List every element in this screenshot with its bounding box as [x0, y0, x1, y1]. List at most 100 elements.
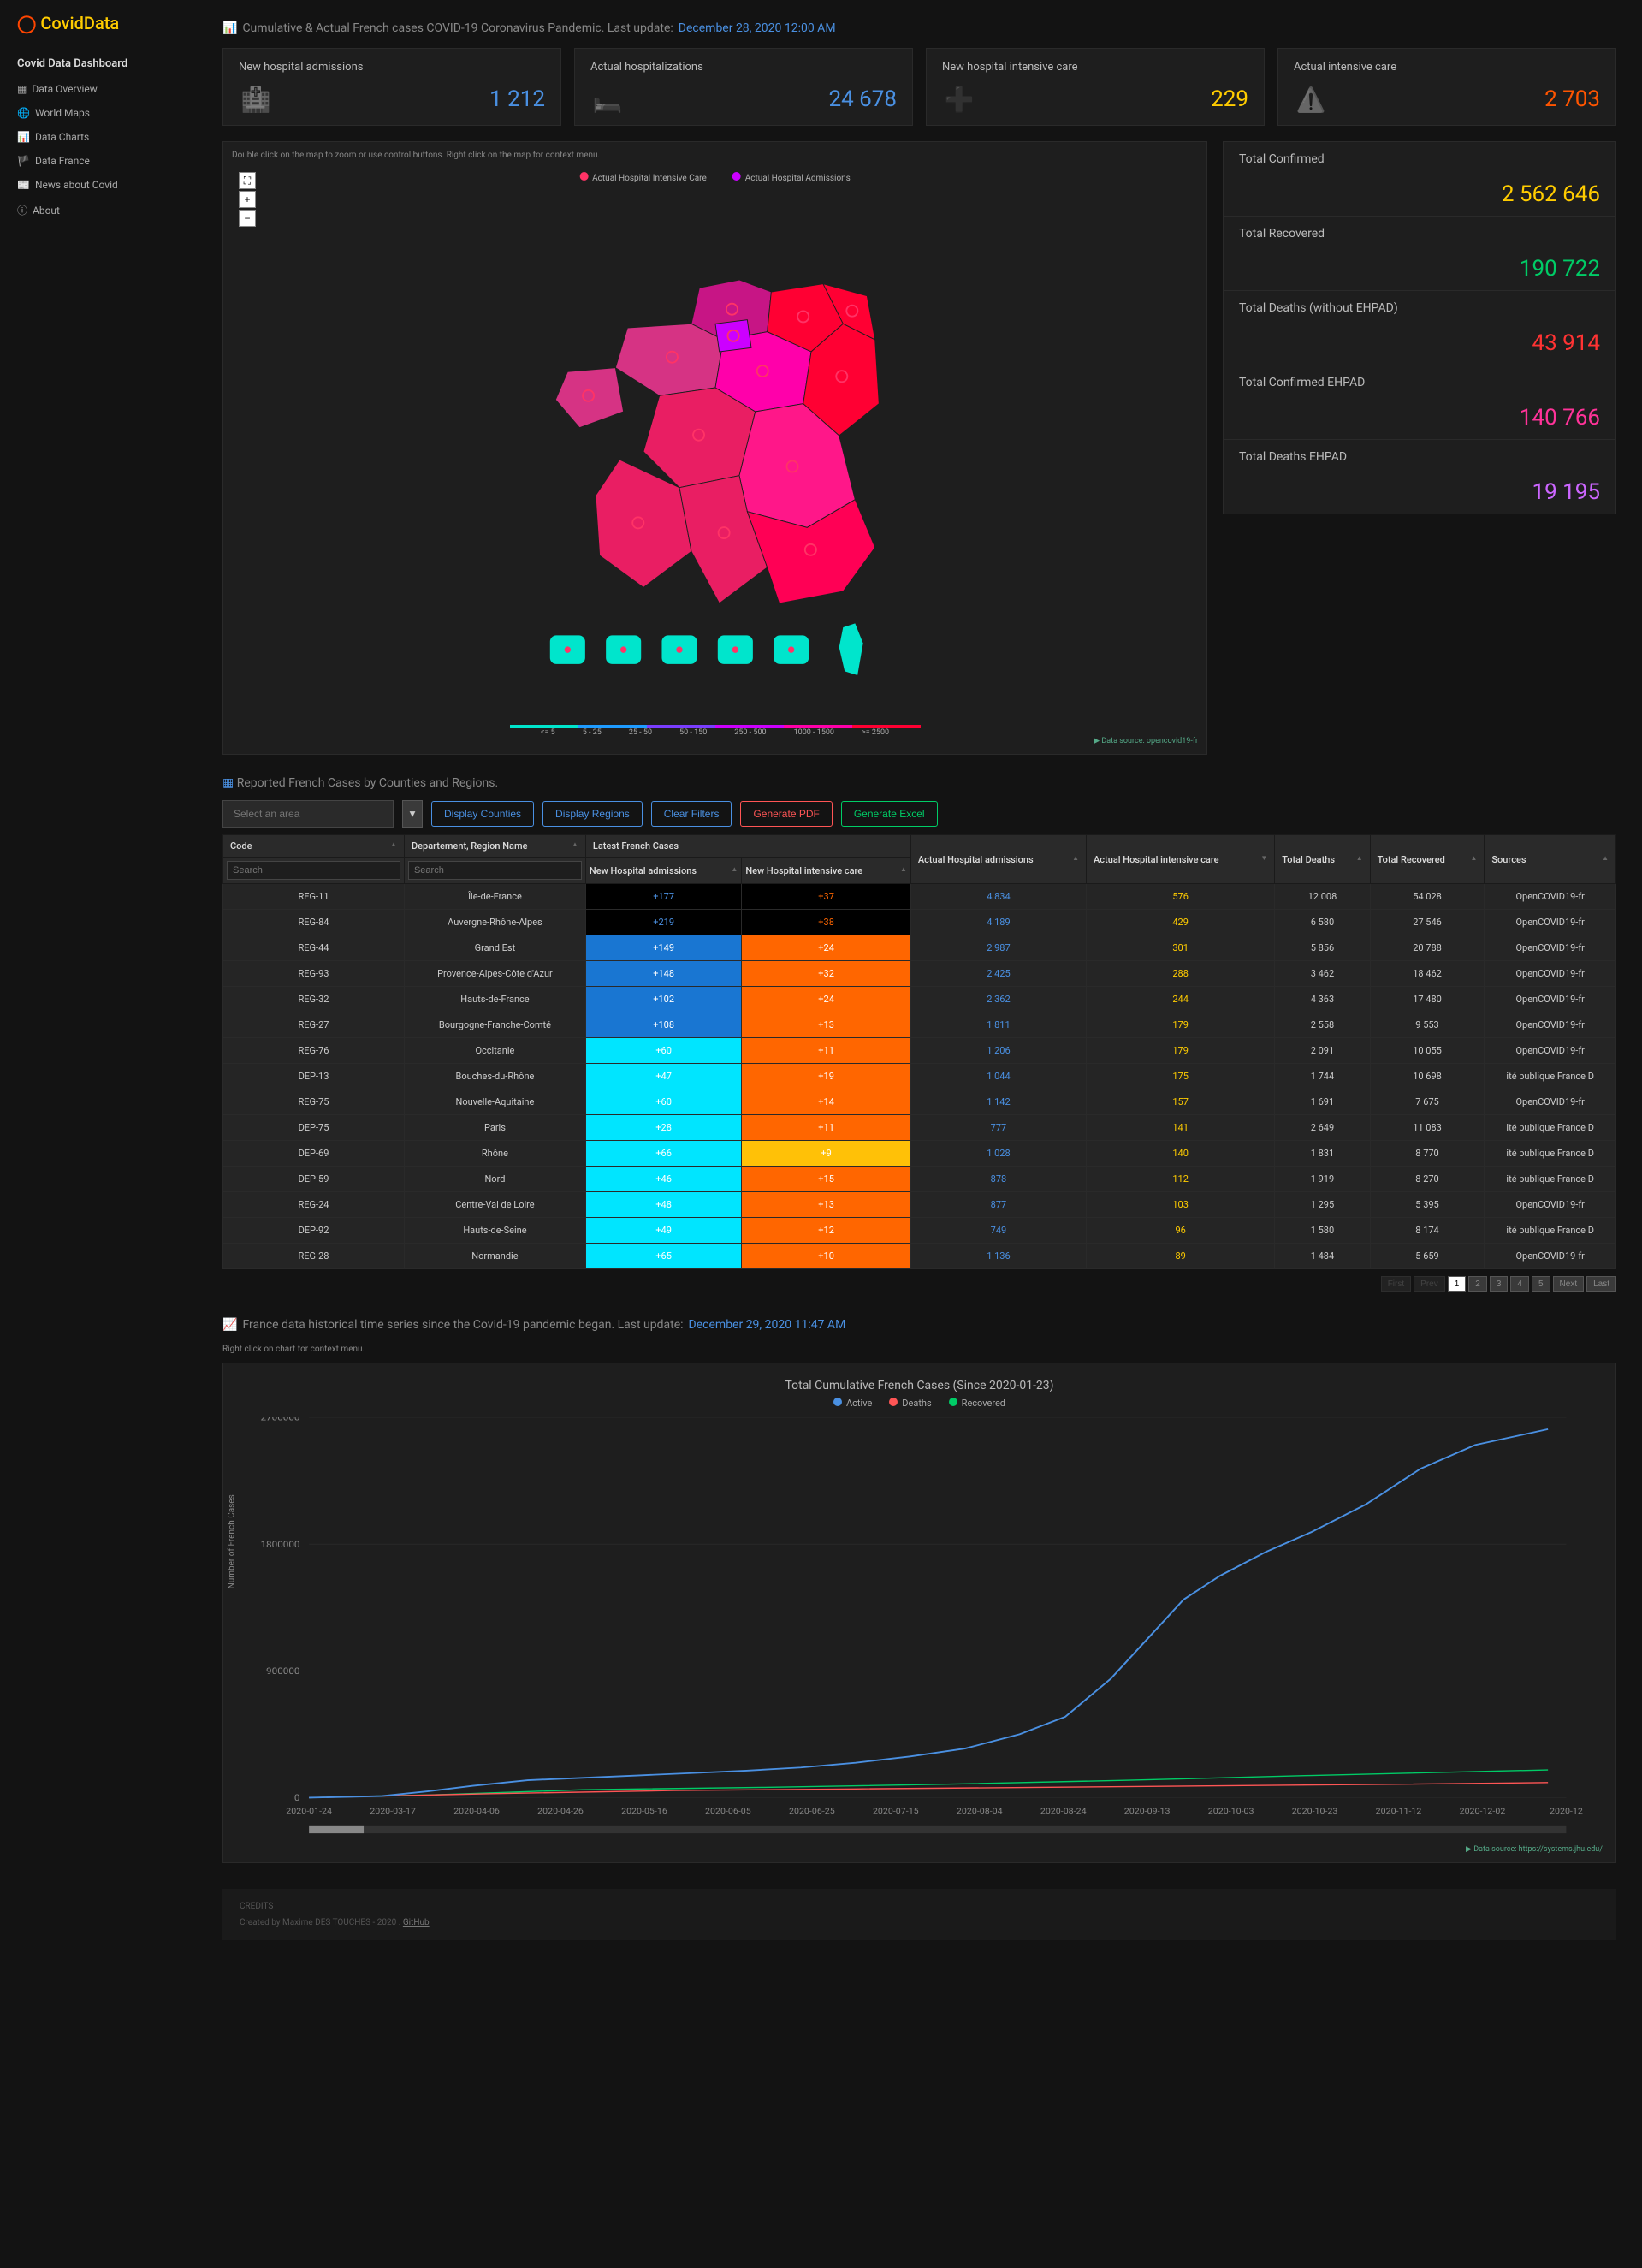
- stat-card: Actual intensive care ⚠️ 2 703: [1277, 48, 1616, 126]
- stat-card: Actual hospitalizations 🛏️ 24 678: [574, 48, 913, 126]
- code-search-input[interactable]: [227, 861, 400, 880]
- map-panel: Double click on the map to zoom or use c…: [222, 141, 1207, 755]
- chart-data-source: ▶ Data source: https://systems.jhu.edu/: [236, 1845, 1603, 1854]
- area-dropdown-button[interactable]: ▾: [402, 800, 423, 828]
- page-next[interactable]: Next: [1553, 1276, 1585, 1292]
- page-5[interactable]: 5: [1532, 1276, 1550, 1292]
- sidebar-item-data-overview[interactable]: ▦ Data Overview: [0, 77, 197, 101]
- timeseries-chart[interactable]: Total Cumulative French Cases (Since 202…: [222, 1363, 1616, 1863]
- app-logo: ◯ CovidData: [0, 13, 197, 49]
- svg-text:2020-10-23: 2020-10-23: [1292, 1808, 1338, 1816]
- svg-text:0: 0: [294, 1793, 300, 1803]
- color-scale-labels: <= 55 - 2525 - 5050 - 150250 - 5001000 -…: [232, 728, 1198, 737]
- chart-icon: 📈: [222, 1318, 237, 1332]
- svg-text:2020-01-24: 2020-01-24: [286, 1808, 332, 1816]
- table-row[interactable]: REG-27 Bourgogne-Franche-Comté +108 +13 …: [223, 1012, 1616, 1038]
- news-icon: 📰: [17, 179, 30, 191]
- page-prev[interactable]: Prev: [1414, 1276, 1445, 1292]
- page-last[interactable]: Last: [1586, 1276, 1616, 1292]
- grid-icon: ▦: [17, 83, 27, 95]
- page-first[interactable]: First: [1381, 1276, 1411, 1292]
- total-box: Total Confirmed 2 562 646: [1223, 141, 1616, 216]
- table-row[interactable]: REG-76 Occitanie +60 +11 1 206 179 2 091…: [223, 1038, 1616, 1064]
- svg-text:2020-04-26: 2020-04-26: [537, 1808, 584, 1816]
- map-controls: ⛶ + −: [239, 172, 256, 229]
- map-data-source: ▶ Data source: opencovid19-fr: [232, 737, 1198, 745]
- display-regions-button[interactable]: Display Regions: [542, 801, 643, 827]
- chart-hint: Right click on chart for context menu.: [222, 1345, 1616, 1354]
- svg-text:2020-08-24: 2020-08-24: [1040, 1808, 1087, 1816]
- table-row[interactable]: DEP-13 Bouches-du-Rhône +47 +19 1 044 17…: [223, 1064, 1616, 1089]
- page-1[interactable]: 1: [1448, 1276, 1467, 1292]
- stat-card: New hospital intensive care ➕ 229: [926, 48, 1265, 126]
- chart-icon: 📊: [222, 21, 237, 35]
- sidebar: ◯ CovidData Covid Data Dashboard ▦ Data …: [0, 0, 197, 1962]
- hospital-icon: 🏥: [239, 82, 273, 116]
- y-axis-label: Number of French Cases: [228, 1494, 237, 1588]
- chart-legend: ActiveDeathsRecovered: [236, 1398, 1603, 1409]
- table-row[interactable]: REG-93 Provence-Alpes-Côte d'Azur +148 +…: [223, 961, 1616, 987]
- sidebar-item-data-france[interactable]: 🏴 Data France: [0, 149, 197, 173]
- plus-icon: ➕: [942, 82, 976, 116]
- svg-text:900000: 900000: [266, 1666, 299, 1677]
- map-home-button[interactable]: ⛶: [239, 172, 256, 189]
- table-row[interactable]: REG-75 Nouvelle-Aquitaine +60 +14 1 142 …: [223, 1089, 1616, 1115]
- table-section-title: ▦ Reported French Cases by Counties and …: [222, 776, 1616, 790]
- total-box: Total Deaths EHPAD 19 195: [1223, 439, 1616, 514]
- display-counties-button[interactable]: Display Counties: [431, 801, 534, 827]
- svg-text:2020-06-05: 2020-06-05: [705, 1808, 751, 1816]
- table-controls: ▾ Display Counties Display Regions Clear F…: [222, 800, 1616, 828]
- github-link[interactable]: GitHub: [403, 1918, 430, 1927]
- table-row[interactable]: DEP-75 Paris +28 +11 777 141 2 649 11 08…: [223, 1115, 1616, 1141]
- sidebar-item-news-about-covid[interactable]: 📰 News about Covid: [0, 173, 197, 197]
- globe-icon: 🌐: [17, 107, 30, 119]
- table-row[interactable]: REG-44 Grand Est +149 +24 2 987 301 5 85…: [223, 935, 1616, 961]
- map-zoom-out-button[interactable]: −: [239, 210, 256, 227]
- total-box: Total Confirmed EHPAD 140 766: [1223, 365, 1616, 439]
- map-zoom-in-button[interactable]: +: [239, 191, 256, 208]
- table-row[interactable]: DEP-69 Rhône +66 +9 1 028 140 1 831 8 77…: [223, 1141, 1616, 1167]
- sidebar-section-title: Covid Data Dashboard: [0, 49, 197, 77]
- svg-text:1800000: 1800000: [260, 1540, 299, 1550]
- svg-text:2020-06-25: 2020-06-25: [789, 1808, 835, 1816]
- svg-text:2020-03-17: 2020-03-17: [370, 1808, 416, 1816]
- table-row[interactable]: REG-84 Auvergne-Rhône-Alpes +219 +38 4 1…: [223, 910, 1616, 935]
- svg-text:2020-09-13: 2020-09-13: [1124, 1808, 1171, 1816]
- svg-text:2020-12-02: 2020-12-02: [1460, 1808, 1506, 1816]
- name-search-input[interactable]: [408, 861, 582, 880]
- main-content: 📊 Cumulative & Actual French cases COVID…: [197, 0, 1642, 1962]
- stat-cards: New hospital admissions 🏥 1 212 Actual h…: [222, 48, 1616, 126]
- page-2[interactable]: 2: [1468, 1276, 1487, 1292]
- svg-text:2020-07-15: 2020-07-15: [873, 1808, 919, 1816]
- table-row[interactable]: DEP-92 Hauts-de-Seine +49 +12 749 96 1 5…: [223, 1218, 1616, 1244]
- total-box: Total Recovered 190 722: [1223, 216, 1616, 290]
- generate-pdf-button[interactable]: Generate PDF: [740, 801, 832, 827]
- table-row[interactable]: REG-32 Hauts-de-France +102 +24 2 362 24…: [223, 987, 1616, 1012]
- france-map[interactable]: [476, 203, 955, 716]
- page-4[interactable]: 4: [1510, 1276, 1529, 1292]
- clear-filters-button[interactable]: Clear Filters: [651, 801, 732, 827]
- sidebar-item-world-maps[interactable]: 🌐 World Maps: [0, 101, 197, 125]
- table-icon: ▦: [222, 776, 234, 790]
- sidebar-item-about[interactable]: ⓘ About: [0, 197, 197, 223]
- table-row[interactable]: REG-28 Normandie +65 +10 1 136 89 1 484 …: [223, 1244, 1616, 1269]
- svg-text:2020-11-12: 2020-11-12: [1376, 1808, 1422, 1816]
- svg-text:2700000: 2700000: [260, 1417, 299, 1422]
- svg-text:2020-10-03: 2020-10-03: [1208, 1808, 1254, 1816]
- credits: CREDITS Created by Maxime DES TOUCHES - …: [222, 1889, 1616, 1940]
- sidebar-item-data-charts[interactable]: 📊 Data Charts: [0, 125, 197, 149]
- map-legend: Actual Hospital Intensive CareActual Hos…: [579, 172, 851, 183]
- cases-table: Code▲ Departement, Region Name▲ Latest F…: [222, 834, 1616, 1269]
- total-box: Total Deaths (without EHPAD) 43 914: [1223, 290, 1616, 365]
- flag-icon: 🏴: [17, 155, 30, 167]
- page-3[interactable]: 3: [1490, 1276, 1509, 1292]
- table-row[interactable]: DEP-59 Nord +46 +15 878 112 1 919 8 270 …: [223, 1167, 1616, 1192]
- table-row[interactable]: REG-11 Île-de-France +177 +37 4 834 576 …: [223, 884, 1616, 910]
- area-select[interactable]: [222, 800, 394, 828]
- svg-text:2020-05-16: 2020-05-16: [621, 1808, 667, 1816]
- generate-excel-button[interactable]: Generate Excel: [841, 801, 938, 827]
- stat-card: New hospital admissions 🏥 1 212: [222, 48, 561, 126]
- chart-icon: 📊: [17, 131, 30, 143]
- map-hint: Double click on the map to zoom or use c…: [232, 151, 1198, 160]
- table-row[interactable]: REG-24 Centre-Val de Loire +48 +13 877 1…: [223, 1192, 1616, 1218]
